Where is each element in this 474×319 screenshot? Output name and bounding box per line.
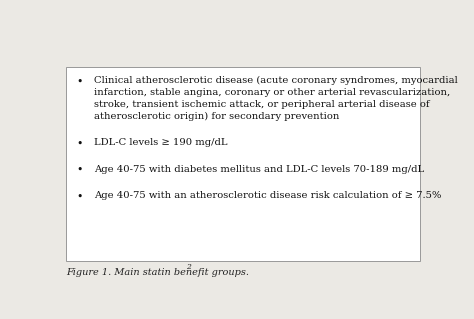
- Text: Age 40-75 with an atherosclerotic disease risk calculation of ≥ 7.5%: Age 40-75 with an atherosclerotic diseas…: [94, 191, 441, 200]
- Text: •: •: [76, 165, 82, 175]
- Text: infarction, stable angina, coronary or other arterial revascularization,: infarction, stable angina, coronary or o…: [94, 88, 450, 97]
- Text: •: •: [76, 76, 82, 86]
- Text: •: •: [76, 191, 82, 201]
- Text: •: •: [76, 138, 82, 148]
- Text: Clinical atherosclerotic disease (acute coronary syndromes, myocardial: Clinical atherosclerotic disease (acute …: [94, 76, 458, 85]
- Text: 2: 2: [186, 263, 191, 271]
- FancyBboxPatch shape: [66, 67, 420, 261]
- Text: LDL-C levels ≥ 190 mg/dL: LDL-C levels ≥ 190 mg/dL: [94, 138, 228, 147]
- Text: Age 40-75 with diabetes mellitus and LDL-C levels 70-189 mg/dL: Age 40-75 with diabetes mellitus and LDL…: [94, 165, 424, 174]
- Text: atherosclerotic origin) for secondary prevention: atherosclerotic origin) for secondary pr…: [94, 112, 339, 121]
- Text: stroke, transient ischemic attack, or peripheral arterial disease of: stroke, transient ischemic attack, or pe…: [94, 100, 430, 109]
- Text: Figure 1. Main statin benefit groups.: Figure 1. Main statin benefit groups.: [66, 268, 249, 277]
